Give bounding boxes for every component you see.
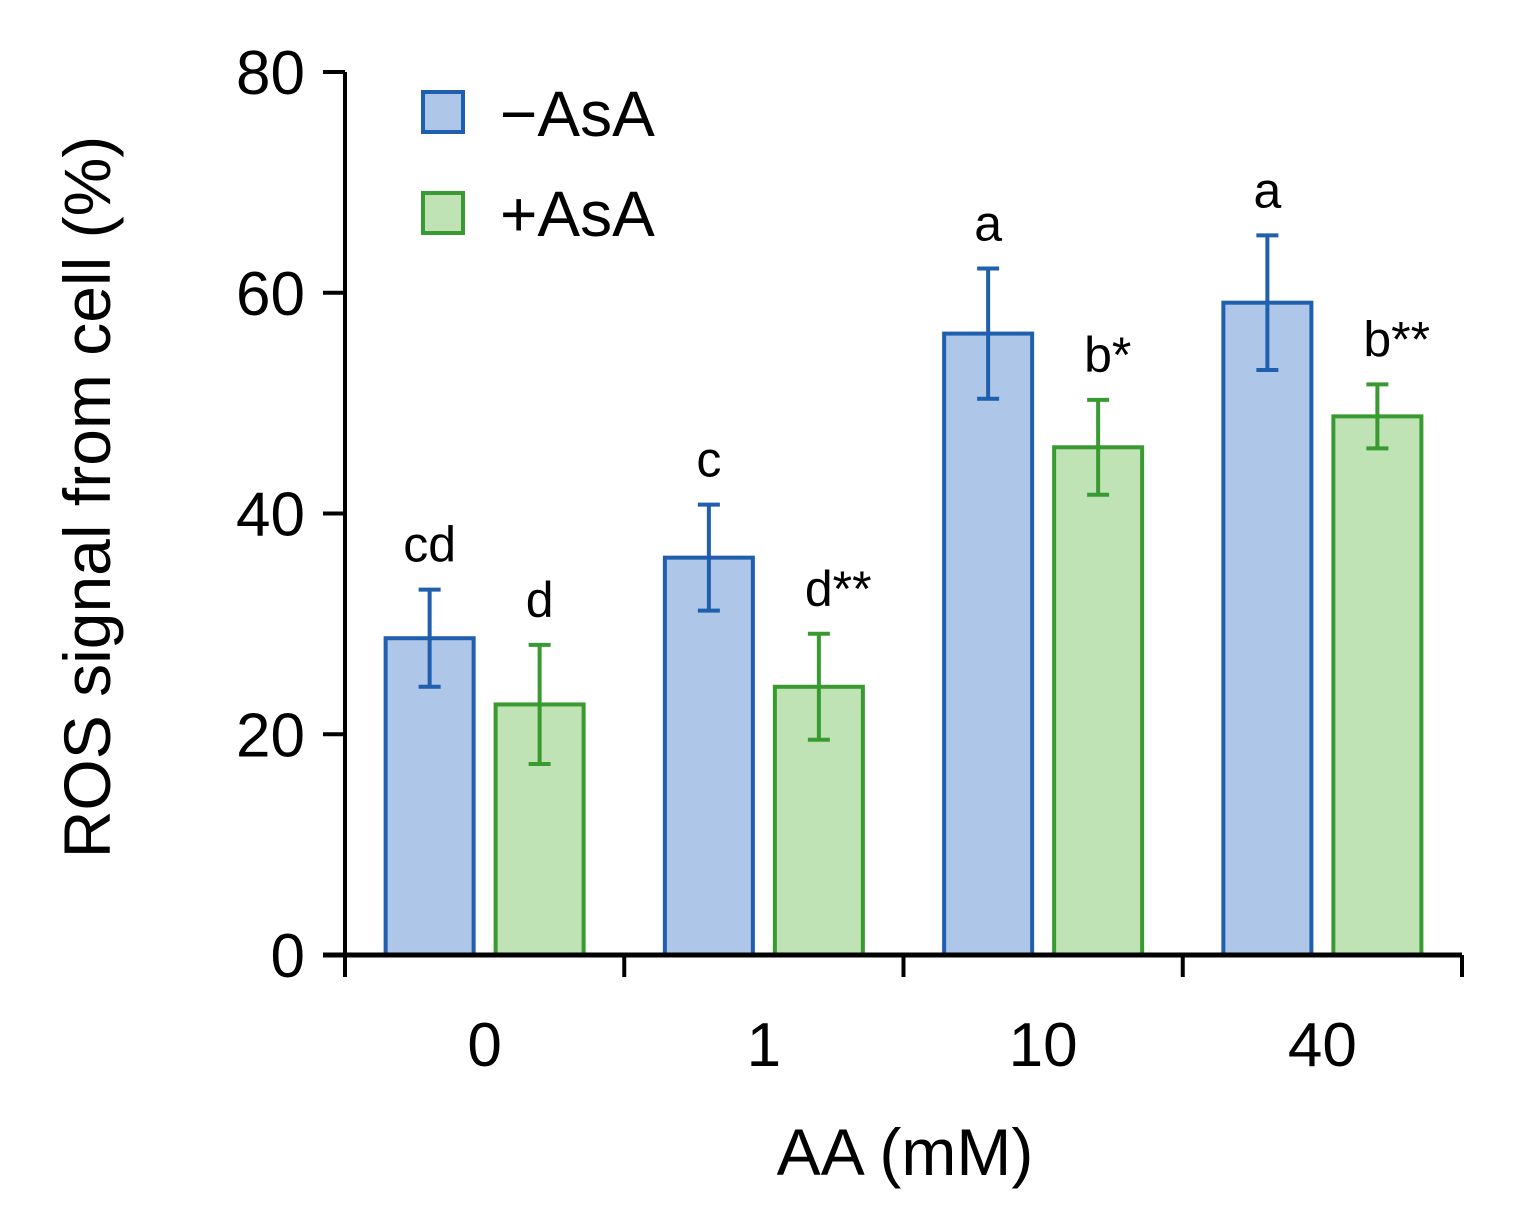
y-tick-label-20: 20 xyxy=(236,701,305,770)
y-tick-label-0: 0 xyxy=(271,922,305,991)
y-tick-label-40: 40 xyxy=(236,481,305,550)
significance-label-series-1-cat-2: b* xyxy=(1084,327,1131,383)
bars-layer xyxy=(383,233,1424,958)
x-tick-label-10: 10 xyxy=(1009,1011,1078,1080)
labels-layer: cd c a a d d** b* b** 0 20 40 60 80 0 1 10 40 xyxy=(236,39,1430,1080)
significance-label-series-1-cat-0: d xyxy=(526,572,554,628)
x-tick-label-0: 0 xyxy=(467,1011,501,1080)
significance-label-series-1-cat-1: d** xyxy=(805,561,872,617)
legend-swatch-plus-asa-outline xyxy=(421,191,465,235)
significance-label-series-0-cat-2: a xyxy=(974,195,1002,251)
legend: −AsA +AsA xyxy=(421,78,655,250)
x-tick-label-40: 40 xyxy=(1288,1011,1357,1080)
y-axis-title: ROS signal from cell (%) xyxy=(50,136,124,859)
legend-swatch-minus-asa xyxy=(423,92,463,132)
significance-label-series-0-cat-3: a xyxy=(1253,162,1281,218)
significance-label-series-1-cat-3: b** xyxy=(1363,311,1430,367)
bar-series-0-cat-0 xyxy=(383,636,476,957)
y-tick-label-60: 60 xyxy=(236,260,305,329)
significance-label-series-0-cat-1: c xyxy=(696,432,721,488)
legend-swatch-minus-asa-outline xyxy=(421,90,465,134)
bar-series-1-cat-3 xyxy=(1331,414,1424,957)
legend-label-plus-asa: +AsA xyxy=(500,178,655,250)
axes-layer xyxy=(323,70,1464,977)
bar-series-0-cat-3 xyxy=(1221,300,1314,957)
legend-label-minus-asa: −AsA xyxy=(500,78,655,150)
y-tick-label-80: 80 xyxy=(236,39,305,108)
x-tick-label-1: 1 xyxy=(747,1011,781,1080)
x-axis-title: AA (mM) xyxy=(777,1115,1034,1189)
bar-series-0-cat-1 xyxy=(662,555,755,958)
legend-swatch-plus-asa xyxy=(423,193,463,233)
bar-series-0-cat-2 xyxy=(942,331,1035,957)
significance-label-series-0-cat-0: cd xyxy=(403,517,456,573)
bar-series-1-cat-2 xyxy=(1052,445,1145,957)
